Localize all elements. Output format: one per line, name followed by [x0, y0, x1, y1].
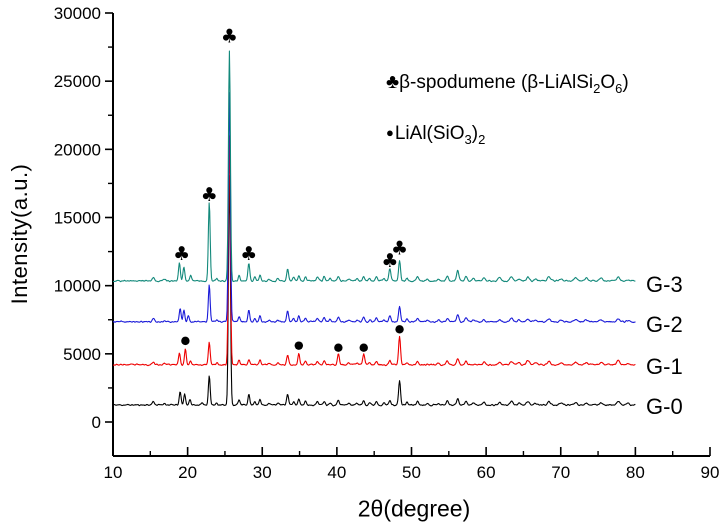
- y-tick-label: 25000: [54, 72, 101, 91]
- club-marker-icon: ♣: [173, 243, 190, 265]
- legend-text: β-spodumene (β-LiAlSi: [399, 72, 594, 93]
- series-label-g3: G-3: [646, 272, 683, 297]
- legend-sub: 6: [615, 80, 623, 96]
- legend-text: LiAl(SiO: [394, 122, 465, 144]
- x-tick-label: 90: [701, 463, 720, 482]
- dot-marker-icon: [359, 343, 368, 352]
- trace-G-3: [112, 50, 636, 283]
- x-tick-label: 50: [402, 463, 421, 482]
- series-label-g2: G-2: [646, 312, 683, 337]
- y-axis-title: Intensity(a.u.): [7, 163, 32, 305]
- trace-G-0: [112, 175, 636, 407]
- legend-text: O: [600, 72, 616, 93]
- x-tick-label: 30: [253, 463, 272, 482]
- dot-marker-icon: [181, 336, 190, 346]
- legend-text: ): [471, 122, 479, 144]
- club-icon: ♣: [386, 71, 400, 93]
- club-marker-icon: ♣: [391, 238, 408, 260]
- legend-text: ): [622, 72, 629, 93]
- y-tick-label: 15000: [54, 209, 101, 228]
- y-tick-label: 0: [92, 413, 101, 432]
- dot-marker-icon: [294, 341, 304, 350]
- club-marker-icon: ♣: [240, 243, 257, 265]
- y-tick-label: 20000: [54, 140, 101, 159]
- series-label-g1: G-1: [646, 354, 683, 379]
- series-label-g0: G-0: [646, 394, 683, 419]
- dot-marker-icon: [395, 325, 404, 334]
- club-marker-icon: ♣: [201, 184, 218, 206]
- legend-sub: 3: [464, 131, 472, 147]
- x-tick-label: 70: [551, 463, 570, 482]
- x-tick-label: 40: [327, 463, 346, 482]
- trace-G-2: [112, 92, 636, 324]
- x-tick-label: 80: [626, 463, 645, 482]
- x-axis-title: 2θ(degree): [357, 495, 471, 522]
- trace-G-1: [112, 135, 636, 367]
- y-tick-label: 30000: [54, 4, 101, 23]
- legend-item-lial-sio3: ●LiAl(SiO3)2: [386, 121, 629, 152]
- x-tick-label: 60: [477, 463, 496, 482]
- y-tick-label: 5000: [63, 345, 101, 364]
- x-tick-label: 20: [178, 463, 197, 482]
- club-marker-icon: ♣: [221, 26, 238, 48]
- dot-marker-icon: [334, 343, 343, 352]
- x-tick-label: 10: [104, 463, 123, 482]
- legend-sub: 2: [478, 131, 486, 147]
- y-tick-label: 10000: [54, 277, 101, 296]
- legend-item-spodumene: ♣β-spodumene (β-LiAlSi2O6): [386, 70, 629, 101]
- legend-sub: 2: [593, 80, 601, 96]
- club-marker-icon: ♣: [381, 250, 398, 272]
- dot-icon: ●: [386, 124, 395, 140]
- legend: ♣β-spodumene (β-LiAlSi2O6) ●LiAl(SiO3)2: [386, 70, 629, 152]
